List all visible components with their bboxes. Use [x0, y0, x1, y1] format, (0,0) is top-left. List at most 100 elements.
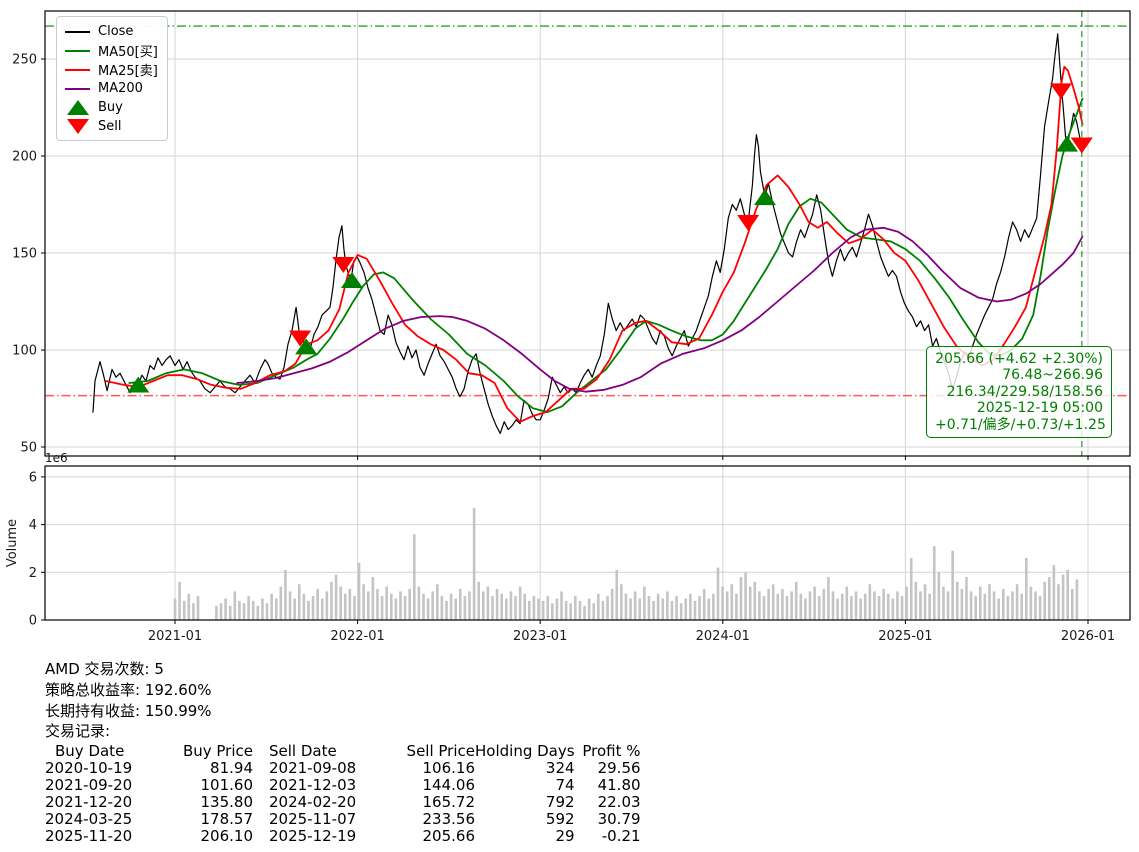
volume-bar: [1024, 557, 1028, 620]
volume-bar: [173, 598, 177, 620]
volume-bar: [472, 507, 476, 620]
buy-marker: [295, 338, 318, 355]
volume-bar: [666, 591, 669, 620]
volume-bar: [831, 591, 835, 620]
trade-cell: 2024-03-25: [45, 810, 133, 829]
volume-bar: [601, 600, 605, 620]
volume-bar: [656, 593, 660, 620]
volume-bar: [606, 596, 609, 620]
volume-bar: [1066, 569, 1069, 620]
volume-axis-title: Volume: [5, 519, 20, 567]
volume-bar: [905, 586, 908, 620]
volume-bar: [1043, 581, 1046, 620]
sell-marker: [1049, 83, 1072, 100]
trade-row: 2020-10-19 81.94 2021-09-08 106.16 324 29.56: [45, 760, 641, 777]
trade-row: 2021-12-20 135.80 2024-02-20 165.72 792 22.03: [45, 794, 641, 811]
volume-bar: [900, 596, 904, 620]
volume-bar: [909, 557, 913, 620]
volume-bar: [670, 600, 674, 620]
buy-marker: [1056, 135, 1079, 152]
volume-bar: [675, 596, 678, 620]
ma50-line: [128, 97, 1084, 414]
trade-cell: 81.94: [210, 759, 253, 778]
legend-marker-swatch: [65, 119, 90, 134]
volume-bar: [739, 577, 743, 620]
volume-bar: [969, 591, 973, 620]
legend-line-swatch: [65, 87, 90, 90]
legend-label: MA200: [98, 81, 143, 96]
trade-cell: 106.16: [422, 759, 476, 778]
legend-line-swatch: [65, 49, 90, 52]
trade-col-header: Profit %: [582, 742, 641, 761]
volume-bar: [652, 600, 655, 620]
volume-bar: [247, 596, 250, 620]
trade-cell: 74: [555, 776, 575, 795]
legend-item-buy: Buy: [65, 98, 159, 117]
volume-bar: [845, 586, 849, 620]
volume-bar: [463, 596, 467, 620]
volume-bar: [578, 600, 582, 620]
trade-cell: 144.06: [422, 776, 476, 795]
volume-bar: [422, 593, 425, 620]
y-tick-label-volume: 6: [29, 470, 37, 485]
volume-bar: [840, 593, 844, 620]
trade-cell: 2021-12-20: [45, 793, 133, 812]
volume-bar: [891, 598, 895, 620]
volume-bar: [288, 591, 292, 620]
volume-bar: [1075, 579, 1079, 620]
volume-bar: [574, 596, 577, 620]
strategy-summary: AMD 交易次数: 5 策略总收益率: 192.60% 长期持有收益: 150.99…: [45, 659, 641, 845]
trade-row: 2021-09-20 101.60 2021-12-03 144.06 74 41.80: [45, 777, 641, 794]
volume-bar: [693, 600, 697, 620]
y-tick-label-main: 200: [12, 150, 37, 165]
volume-bar: [983, 593, 987, 620]
volume-plot-border: [44, 465, 1131, 621]
volume-bar: [781, 588, 784, 620]
volume-bar: [992, 591, 996, 620]
volume-bar: [615, 569, 619, 620]
annotation-line: +0.71/偏多/+0.73/+1.25: [935, 416, 1106, 433]
volume-bar: [762, 596, 766, 620]
trade-col-header: Buy Date: [55, 742, 125, 761]
volume-bar: [339, 586, 342, 620]
volume-bar: [799, 593, 803, 620]
volume-bar: [320, 598, 324, 620]
trade-cell: 206.10: [200, 827, 254, 846]
sell-marker: [737, 215, 760, 232]
volume-bar: [886, 593, 890, 620]
volume-bar: [689, 593, 692, 620]
volume-bar: [215, 605, 218, 620]
legend-item-sell: Sell: [65, 117, 159, 136]
volume-bar: [877, 596, 881, 620]
trade-col-header: Buy Price: [182, 742, 253, 761]
volume-bar: [380, 596, 384, 620]
trade-cell: 205.66: [422, 827, 476, 846]
volume-bar: [721, 586, 724, 620]
volume-bar: [500, 593, 504, 620]
volume-bar: [955, 581, 959, 620]
volume-bar: [297, 584, 301, 620]
volume-bar: [412, 534, 416, 620]
volume-bar: [592, 603, 596, 620]
ma200-line: [236, 226, 1084, 393]
trade-cell: 22.03: [597, 793, 641, 812]
volume-bar: [426, 598, 430, 620]
legend-marker-swatch: [65, 100, 90, 115]
volume-bar: [219, 603, 223, 620]
volume-bar: [334, 574, 338, 620]
volume-bar: [454, 598, 457, 620]
volume-bar: [808, 591, 812, 620]
volume-bar: [744, 572, 747, 620]
volume-bar: [435, 584, 439, 620]
volume-bar: [528, 600, 531, 620]
volume-bar: [684, 598, 688, 620]
volume-bar: [325, 591, 329, 620]
quote-annotation-box: 205.66 (+4.62 +2.30%) 76.48~266.96 216.34/…: [926, 346, 1112, 439]
volume-bar: [514, 596, 517, 620]
x-tick-label: 2024-01: [696, 629, 750, 644]
volume-bar: [610, 588, 614, 620]
legend-item-ma200: MA200: [65, 79, 159, 98]
volume-bar: [1020, 593, 1023, 620]
volume-bar: [817, 596, 821, 620]
volume-bar: [583, 605, 586, 620]
